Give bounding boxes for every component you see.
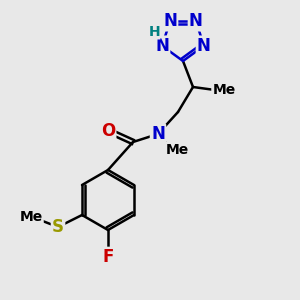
Text: Me: Me (20, 210, 43, 224)
Text: N: N (163, 12, 177, 30)
Text: Me: Me (212, 83, 236, 97)
Text: N: N (189, 12, 203, 30)
Text: F: F (102, 248, 114, 266)
Text: H: H (148, 25, 160, 39)
Text: O: O (101, 122, 115, 140)
Text: N: N (197, 37, 211, 55)
Text: Me: Me (165, 143, 189, 157)
Text: N: N (151, 125, 165, 143)
Text: N: N (155, 37, 169, 55)
Text: S: S (52, 218, 64, 236)
